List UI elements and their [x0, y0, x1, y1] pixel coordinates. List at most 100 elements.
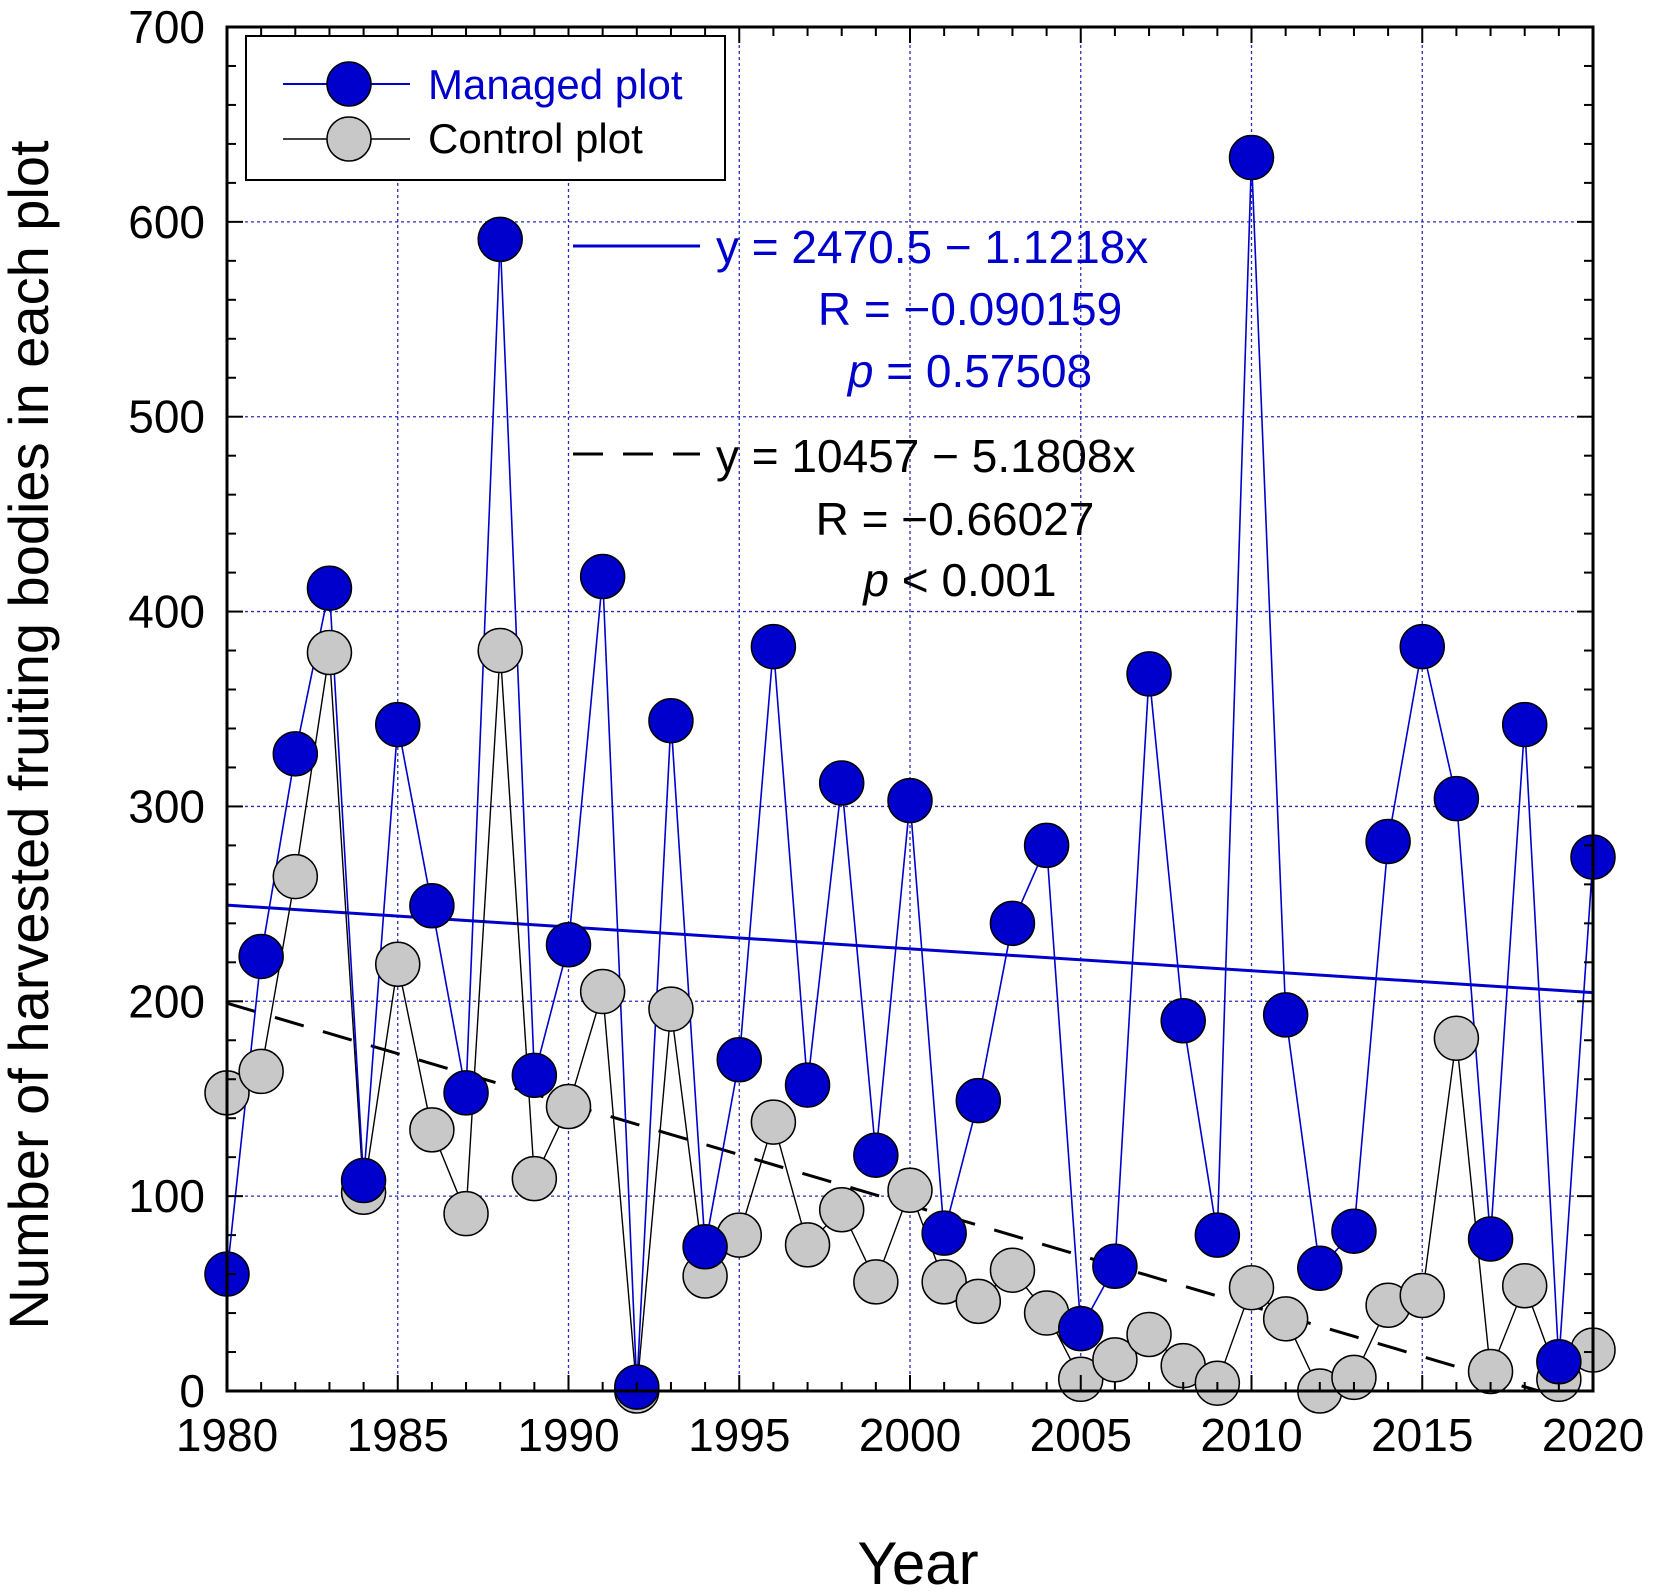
- annotation-managed: y = 2470.5 − 1.1218x R = −0.090159 p = 0…: [573, 221, 1148, 397]
- data-point-managed: [955, 1077, 1002, 1124]
- x-tick-label: 1995: [688, 1409, 790, 1461]
- data-point-managed: [682, 1224, 728, 1270]
- legend-box: [245, 35, 726, 181]
- r-value-managed: R = −0.090159: [818, 283, 1122, 335]
- data-point-managed: [1160, 998, 1206, 1044]
- x-axis-title: Year: [857, 1530, 978, 1592]
- data-point-managed: [1228, 134, 1275, 181]
- y-axis-title: Number of harvested fruiting bodies in e…: [0, 140, 60, 1330]
- legend: Managed plot Control plot: [245, 35, 726, 181]
- data-point-managed: [1262, 992, 1309, 1038]
- data-point-managed: [1194, 1212, 1241, 1258]
- data-point-control: [648, 986, 694, 1032]
- y-tick-label: 100: [128, 1170, 205, 1222]
- y-tick-label: 500: [128, 391, 205, 443]
- data-point-control: [1228, 1264, 1275, 1311]
- data-point-managed: [1536, 1339, 1582, 1385]
- data-point-control: [1092, 1337, 1138, 1383]
- y-tick-label: 700: [128, 1, 205, 53]
- data-point-managed: [545, 922, 592, 968]
- data-markers: [204, 134, 1616, 1414]
- p-value-managed: p = 0.57508: [846, 345, 1092, 397]
- data-point-control: [1433, 1015, 1480, 1062]
- data-point-managed: [375, 701, 421, 748]
- x-tick-label: 2010: [1200, 1409, 1302, 1461]
- regression-line-control: [226, 1001, 1540, 1393]
- x-tick-label: 2000: [859, 1409, 961, 1461]
- data-point-control: [443, 1190, 489, 1237]
- data-point-control: [1331, 1354, 1377, 1401]
- x-tick-label: 2020: [1542, 1409, 1644, 1461]
- y-tick-label: 400: [128, 586, 205, 638]
- data-point-managed: [1365, 818, 1411, 865]
- data-point-control: [477, 627, 523, 674]
- x-tick-label: 1980: [176, 1409, 278, 1461]
- data-point-control: [853, 1259, 899, 1305]
- data-point-control: [409, 1107, 455, 1153]
- data-point-managed: [989, 900, 1036, 947]
- data-point-managed: [921, 1210, 967, 1256]
- data-point-control: [784, 1222, 831, 1268]
- data-point-managed: [272, 731, 319, 777]
- data-point-control: [1467, 1348, 1514, 1395]
- data-point-control: [545, 1083, 592, 1130]
- data-point-managed: [1399, 623, 1445, 670]
- annotation-control: y = 10457 − 5.1808x R = −0.66027 p < 0.0…: [573, 430, 1135, 606]
- data-point-managed: [750, 623, 797, 670]
- data-point-managed: [1297, 1245, 1343, 1291]
- data-point-managed: [340, 1157, 387, 1204]
- data-point-control: [306, 629, 353, 676]
- r-value-control: R = −0.66027: [816, 493, 1095, 545]
- data-point-control: [375, 941, 421, 988]
- axis-ticks: [226, 26, 1594, 1392]
- data-point-managed: [1467, 1216, 1514, 1262]
- data-point-managed: [887, 777, 933, 824]
- equation-managed: y = 2470.5 − 1.1218x: [716, 221, 1148, 273]
- legend-marker-managed: [326, 61, 372, 107]
- data-point-control: [1126, 1311, 1172, 1358]
- data-point-managed: [1433, 775, 1480, 822]
- legend-label-control: Control plot: [428, 115, 643, 162]
- data-point-managed: [409, 883, 455, 929]
- data-point-control: [511, 1155, 558, 1202]
- y-tick-labels: 0 100 200 300 400 500 600 700: [128, 1, 205, 1417]
- y-tick-label: 0: [179, 1365, 205, 1417]
- data-point-control: [887, 1167, 933, 1214]
- y-tick-label: 600: [128, 196, 205, 248]
- data-point-managed: [1331, 1208, 1377, 1254]
- data-point-control: [750, 1099, 797, 1145]
- regression-lines: [226, 903, 1594, 1393]
- legend-label-managed: Managed plot: [428, 61, 683, 108]
- data-point-managed: [477, 216, 523, 263]
- data-point-managed: [1092, 1243, 1138, 1290]
- grid: [227, 27, 1593, 1391]
- x-tick-label: 1990: [517, 1409, 619, 1461]
- y-tick-label: 300: [128, 780, 205, 832]
- data-point-control: [989, 1247, 1036, 1293]
- x-tick-labels: 1980 1985 1990 1995 2000 2005 2010 2015 2020: [176, 1409, 1644, 1461]
- p-value-control: p < 0.001: [861, 554, 1056, 606]
- data-point-control: [1262, 1296, 1309, 1342]
- data-point-control: [238, 1048, 284, 1095]
- data-point-managed: [784, 1062, 831, 1108]
- data-point-managed: [443, 1070, 489, 1116]
- data-point-managed: [1501, 701, 1548, 748]
- data-point-control: [1501, 1263, 1548, 1309]
- legend-marker-control: [326, 116, 372, 162]
- data-point-managed: [579, 553, 626, 600]
- data-point-control: [955, 1278, 1002, 1325]
- data-point-managed: [238, 933, 284, 980]
- x-tick-label: 2005: [1030, 1409, 1132, 1461]
- data-point-control: [272, 853, 319, 900]
- data-point-control: [818, 1187, 865, 1233]
- data-point-control: [1399, 1272, 1445, 1319]
- data-point-managed: [1023, 822, 1070, 869]
- data-point-managed: [648, 697, 694, 744]
- data-point-managed: [1126, 651, 1172, 697]
- data-point-managed: [306, 565, 353, 611]
- data-point-control: [579, 968, 626, 1015]
- y-tick-label: 200: [128, 975, 205, 1027]
- x-tick-label: 2015: [1371, 1409, 1473, 1461]
- data-point-managed: [853, 1132, 899, 1178]
